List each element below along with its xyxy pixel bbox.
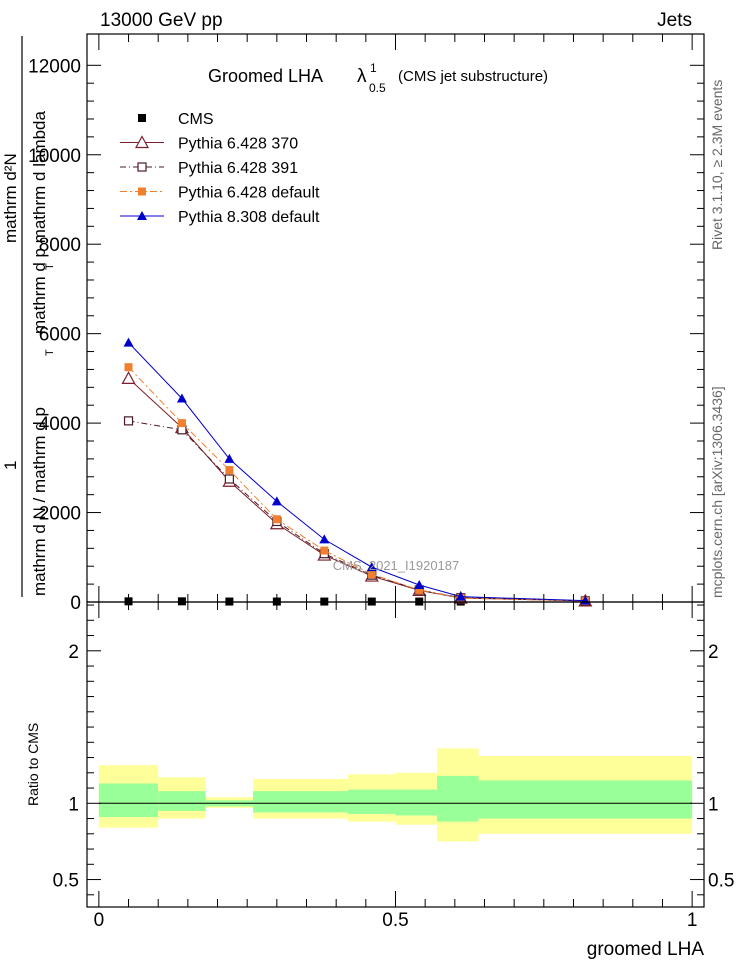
data-point-p6def <box>415 585 424 594</box>
legend-label: Pythia 6.428 391 <box>178 160 298 177</box>
legend-marker-p391 <box>137 162 147 172</box>
title-lambda: λ <box>357 66 367 87</box>
ylabel-one: 1 <box>1 461 20 470</box>
ratio-y-tick-label: 0.5 <box>53 871 79 892</box>
legend-label: CMS <box>178 111 214 128</box>
series-line-p6def <box>128 366 586 602</box>
data-point-p8def <box>271 496 282 506</box>
process-label: Jets <box>657 10 692 31</box>
ratio-y-tick-label: 1 <box>68 794 79 815</box>
ylabel-top2: mathrm d p mathrm d lambda <box>30 110 49 334</box>
legend-marker-p6def <box>138 187 146 196</box>
ratio-band-inner <box>348 789 396 814</box>
legend-marker-cms <box>138 114 146 122</box>
ratio-y-tick-label-right: 0.5 <box>708 871 734 892</box>
svg-text:Groomed LHA: Groomed LHA <box>208 66 323 86</box>
title-sup: 1 <box>370 61 377 75</box>
ylabel-top2-sub: T <box>44 263 56 270</box>
xaxis-label: groomed LHA <box>587 939 705 960</box>
legend-item-p391: Pythia 6.428 391 <box>120 160 298 177</box>
legend: CMS Pythia 6.428 370 Pythia 6.428 391 Pythi… <box>120 111 320 226</box>
y-tick-label: 8000 <box>39 235 81 256</box>
data-point-p8def <box>123 337 134 347</box>
data-point-p6def <box>225 466 234 475</box>
ratio-band-inner <box>253 791 349 813</box>
main-plot: 0 2000 4000 6000 8000 10000 12000 CMS_2021_I19… <box>1 33 705 614</box>
data-point-p8def <box>176 393 187 403</box>
data-point-p6def <box>367 570 376 579</box>
legend-label: Pythia 8.308 default <box>178 209 320 226</box>
energy-label: 13000 GeV pp <box>100 10 223 31</box>
rivet-label: Rivet 3.1.10, ≥ 2.3M events <box>709 80 725 250</box>
y-tick-label: 2000 <box>39 504 81 525</box>
x-tick-label: 0 <box>94 910 105 931</box>
legend-marker-p8def <box>137 211 147 220</box>
data-point-cms <box>177 597 186 606</box>
data-point-p8def <box>455 591 466 601</box>
data-point-p8def <box>414 580 425 590</box>
x-tick-label: 0.5 <box>382 910 408 931</box>
analysis-watermark: CMS_2021_I1920187 <box>333 558 460 573</box>
data-point-p391 <box>123 416 134 426</box>
ylabel-bottom: mathrm d N / mathrm d p <box>30 407 49 596</box>
data-point-p8def <box>319 534 330 544</box>
ratio-y-tick-label-right: 2 <box>708 642 719 663</box>
data-point-p8def <box>224 453 235 463</box>
mcplots-label: mcplots.cern.ch [arXiv:1306.3436] <box>709 386 725 598</box>
legend-item-p370: Pythia 6.428 370 <box>120 135 298 153</box>
data-point-p370 <box>121 371 136 384</box>
series-line-p391 <box>128 420 586 602</box>
plot-title: Groomed LHA λ 1 0.5 (CMS jet substructur… <box>208 61 548 95</box>
ratio-band-inner <box>478 780 693 819</box>
legend-item-p6def: Pythia 6.428 default <box>120 185 320 202</box>
title-paren: (CMS jet substructure) <box>398 68 548 85</box>
ratio-band-inner <box>158 791 206 811</box>
data-point-p6def <box>177 419 186 428</box>
x-tick-label: 1 <box>687 910 698 931</box>
y-tick-label: 10000 <box>28 146 81 167</box>
y-tick-label: 0 <box>70 593 81 614</box>
legend-label: Pythia 6.428 default <box>178 185 320 202</box>
ratio-ylabel: Ratio to CMS <box>25 723 41 806</box>
ylabel-top: mathrm d²N <box>1 153 20 243</box>
y-tick-label: 4000 <box>39 414 81 435</box>
data-point-p8def <box>366 562 377 572</box>
ratio-band-inner <box>98 783 159 818</box>
title-sub: 0.5 <box>369 81 386 95</box>
ratio-y-tick-label-right: 1 <box>708 794 719 815</box>
main-ylabel: mathrm d²N mathrm d p mathrm d lambda T … <box>1 36 56 597</box>
data-point-p6def <box>272 515 281 524</box>
ratio-band-inner <box>437 775 479 822</box>
legend-item-p8def: Pythia 8.308 default <box>120 209 320 226</box>
title-main: Groomed LHA <box>208 66 323 86</box>
y-tick-label: 12000 <box>28 56 81 77</box>
ratio-frame <box>86 601 705 908</box>
data-point-p391 <box>224 474 234 484</box>
legend-item-cms: CMS <box>138 111 214 128</box>
data-point-p6def <box>320 546 329 555</box>
ratio-band-inner <box>395 789 438 816</box>
data-point-p6def <box>124 363 133 372</box>
ylabel-bottom-sub: T <box>44 349 56 356</box>
legend-label: Pythia 6.428 370 <box>178 136 298 153</box>
ratio-plot: 0.5 0.5 1 1 2 2 0 0.5 1 Ratio to CMS groomed LHA <box>25 601 734 960</box>
y-tick-label: 6000 <box>39 325 81 346</box>
ratio-y-tick-label: 2 <box>68 642 79 663</box>
legend-marker-p370 <box>134 135 150 149</box>
